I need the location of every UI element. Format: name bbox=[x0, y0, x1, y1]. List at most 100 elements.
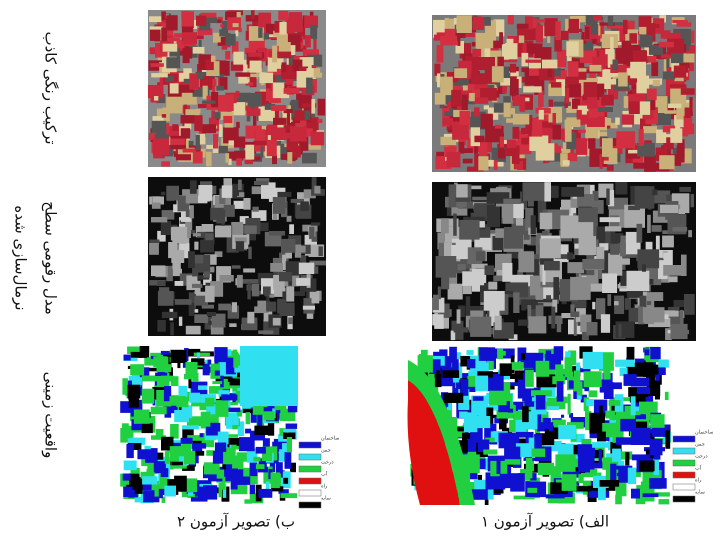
texture bbox=[561, 31, 569, 40]
legend-label: چمن bbox=[321, 448, 331, 454]
texture bbox=[211, 92, 218, 107]
texture bbox=[190, 180, 197, 193]
texture bbox=[685, 108, 691, 119]
texture bbox=[625, 452, 629, 465]
legend-swatch bbox=[673, 436, 695, 442]
texture bbox=[196, 135, 200, 151]
texture bbox=[436, 256, 457, 278]
texture bbox=[194, 242, 198, 250]
texture bbox=[527, 488, 537, 493]
texture bbox=[236, 241, 244, 251]
texture bbox=[668, 104, 681, 108]
texture bbox=[247, 116, 251, 122]
texture bbox=[584, 82, 597, 99]
texture bbox=[561, 415, 564, 418]
texture bbox=[145, 448, 158, 463]
texture bbox=[628, 468, 636, 485]
texture bbox=[635, 186, 655, 208]
texture bbox=[470, 317, 491, 337]
texture bbox=[171, 462, 183, 466]
texture bbox=[508, 409, 513, 413]
texture bbox=[587, 322, 598, 335]
texture bbox=[186, 362, 198, 378]
texture bbox=[206, 152, 212, 167]
texture bbox=[232, 265, 241, 268]
texture bbox=[277, 34, 288, 46]
texture bbox=[645, 349, 650, 355]
texture bbox=[182, 11, 194, 28]
texture bbox=[597, 473, 601, 477]
texture bbox=[246, 412, 251, 424]
legend-label: سایه bbox=[695, 490, 705, 496]
texture bbox=[561, 187, 584, 197]
caption: ب) تصویر آزمون ۲ bbox=[177, 513, 295, 531]
texture bbox=[270, 263, 283, 272]
texture bbox=[166, 38, 180, 42]
texture bbox=[219, 483, 223, 498]
texture bbox=[551, 82, 561, 88]
legend-label: درخت bbox=[695, 454, 708, 460]
texture bbox=[567, 262, 584, 273]
texture bbox=[663, 253, 668, 259]
texture bbox=[296, 278, 310, 286]
texture bbox=[662, 236, 674, 248]
texture bbox=[278, 133, 291, 139]
texture bbox=[290, 126, 306, 141]
texture bbox=[474, 98, 489, 104]
texture bbox=[544, 183, 551, 202]
texture bbox=[256, 447, 266, 454]
texture bbox=[182, 425, 199, 429]
texture bbox=[234, 137, 245, 148]
texture bbox=[536, 19, 546, 22]
texture bbox=[508, 15, 514, 24]
texture bbox=[232, 102, 246, 115]
texture bbox=[513, 127, 520, 139]
texture bbox=[476, 251, 485, 261]
texture bbox=[186, 326, 201, 335]
texture bbox=[688, 230, 692, 237]
texture bbox=[568, 394, 571, 415]
texture bbox=[589, 65, 601, 72]
texture bbox=[219, 124, 223, 137]
texture bbox=[472, 274, 484, 285]
texture bbox=[233, 52, 244, 65]
texture bbox=[637, 224, 643, 243]
texture bbox=[151, 217, 167, 222]
texture bbox=[578, 222, 593, 238]
texture bbox=[204, 271, 210, 278]
texture bbox=[129, 396, 139, 407]
texture bbox=[243, 268, 255, 272]
texture bbox=[674, 66, 687, 78]
texture bbox=[186, 195, 198, 204]
texture bbox=[166, 186, 179, 201]
texture bbox=[459, 220, 479, 240]
texture bbox=[467, 350, 474, 355]
texture bbox=[269, 231, 285, 236]
texture bbox=[279, 22, 286, 35]
texture bbox=[618, 72, 628, 86]
texture bbox=[522, 406, 529, 422]
texture bbox=[627, 271, 650, 291]
texture bbox=[643, 126, 657, 133]
texture bbox=[268, 423, 274, 436]
texture bbox=[176, 154, 191, 160]
texture bbox=[670, 128, 682, 143]
texture bbox=[503, 199, 521, 204]
caption: الف) تصویر آزمون ۱ bbox=[481, 513, 609, 531]
texture bbox=[157, 281, 165, 286]
texture bbox=[288, 317, 292, 324]
image-panels bbox=[120, 10, 696, 505]
texture bbox=[504, 447, 520, 460]
texture bbox=[639, 16, 652, 27]
texture bbox=[546, 295, 551, 300]
texture bbox=[278, 192, 292, 197]
texture bbox=[250, 61, 262, 73]
texture bbox=[200, 433, 204, 437]
texture bbox=[600, 217, 620, 222]
texture bbox=[651, 62, 658, 76]
texture bbox=[583, 352, 603, 369]
texture bbox=[239, 437, 255, 451]
texture bbox=[650, 439, 663, 455]
texture bbox=[455, 197, 470, 201]
texture bbox=[299, 263, 314, 275]
